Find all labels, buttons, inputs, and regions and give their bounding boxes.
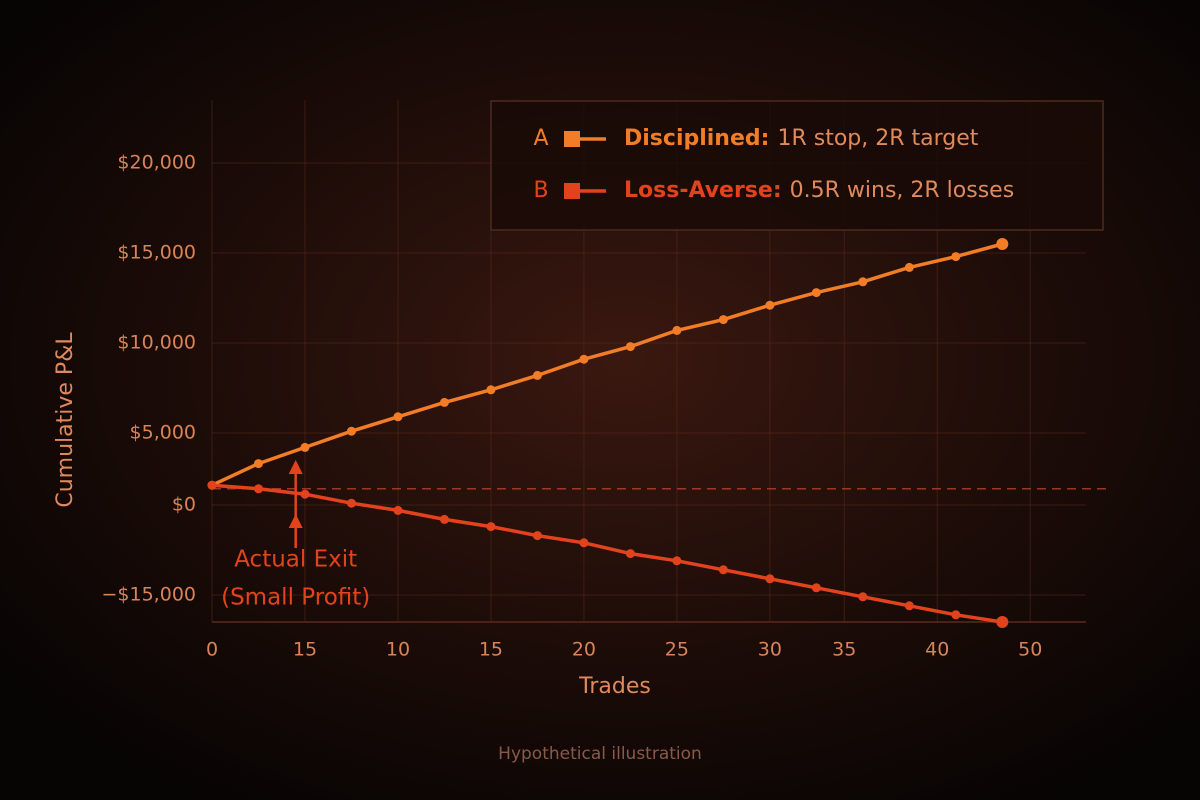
y-tick-label: $5,000 [130,422,196,444]
data-point [300,489,310,499]
data-point [439,397,449,407]
annotation-text: Actual Exit [234,547,357,573]
legend-box [490,100,1104,231]
legend-letter: B [533,178,548,203]
legend-swatch [564,183,580,199]
arrow-head [288,514,303,528]
x-tick-label: 0 [206,639,218,661]
data-point [486,522,496,532]
data-point [718,315,728,325]
x-tick-label: 50 [1018,639,1042,661]
data-point [625,342,635,352]
y-tick-label: $10,000 [117,332,196,354]
x-tick-label: 10 [386,639,410,661]
data-point [253,484,263,494]
y-tick-label: $15,000 [117,242,196,264]
data-point [996,616,1009,628]
data-point [996,238,1009,250]
y-tick-label: $0 [172,494,196,516]
arrow-head [288,460,303,474]
data-point [532,531,542,541]
x-tick-label: 20 [572,639,596,661]
data-point [300,442,310,452]
legend-label: Disciplined: 1R stop, 2R target [624,126,979,151]
y-axis-title: Cumulative P&L [53,332,78,508]
x-tick-label: 30 [758,639,782,661]
data-point [207,480,217,490]
y-tick-label: $20,000 [117,152,196,174]
data-point [904,601,914,611]
data-point [951,610,961,620]
data-point [579,354,589,364]
legend-name: Disciplined: [624,126,769,151]
data-point [672,556,682,566]
legend-letter: A [533,126,548,151]
x-tick-label: 40 [925,639,949,661]
data-point [532,370,542,380]
data-point [439,514,449,524]
data-point [858,592,868,602]
x-tick-label: 15 [293,639,317,661]
footer: Hypothetical illustration [498,744,702,764]
data-point [393,412,403,422]
x-tick-label: 25 [665,639,689,661]
data-point [486,385,496,395]
data-point [253,459,263,469]
series-line [211,483,1003,624]
x-tick-label: 15 [479,639,503,661]
legend-swatch [564,131,580,147]
data-point [672,325,682,335]
data-point [718,565,728,575]
legend: A Disciplined: 1R stop, 2R target B Loss-Ave… [490,100,1104,231]
data-point [811,288,821,298]
legend-description: 0.5R wins, 2R losses [790,178,1015,203]
legend-label: Loss-Averse: 0.5R wins, 2R losses [624,178,1014,203]
data-point [393,505,403,515]
data-point [765,300,775,310]
data-point [579,538,589,548]
x-tick-label: 35 [832,639,856,661]
data-point [858,277,868,287]
legend-name: Loss-Averse: [624,178,782,203]
data-point [904,262,914,272]
y-tick-label: −$15,000 [102,584,197,606]
data-point [811,583,821,593]
data-point [765,574,775,584]
data-point [625,549,635,559]
series-line [211,242,1003,487]
data-point [951,252,961,262]
data-point [346,498,356,508]
legend-description: 1R stop, 2R target [777,126,978,151]
data-point [346,426,356,436]
x-axis-title: Trades [578,674,651,699]
annotation-text: (Small Profit) [221,585,370,611]
